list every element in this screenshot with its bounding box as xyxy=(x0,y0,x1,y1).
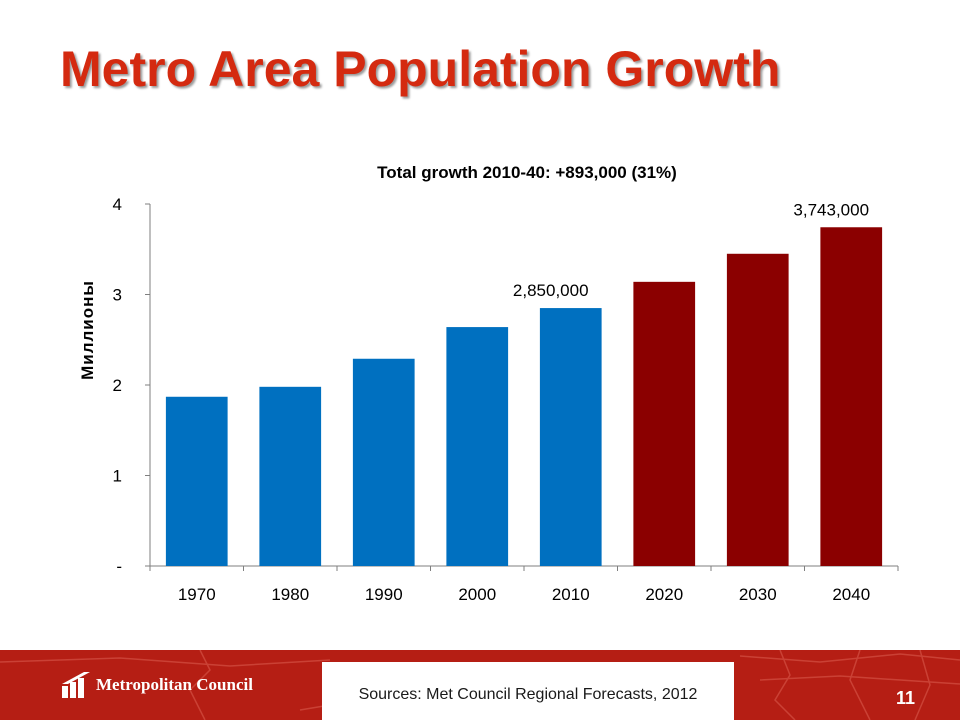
y-tick-label: 1 xyxy=(113,467,122,486)
bar-1980 xyxy=(259,386,322,566)
x-tick-label: 2010 xyxy=(552,585,590,604)
plot-area: - 1 2 3 4 1970 1980 1990 2000 2010 2020 2030 2040 2,8… xyxy=(113,195,899,604)
x-tick-label: 2000 xyxy=(458,585,496,604)
metropolitan-council-logo[interactable]: Metropolitan Council xyxy=(62,672,253,698)
population-bar-chart: Total growth 2010-40: +893,000 (31%) Мил… xyxy=(78,163,899,604)
x-tick-label: 2040 xyxy=(832,585,870,604)
y-tick-label: - xyxy=(116,557,122,576)
y-tick-label: 2 xyxy=(113,376,122,395)
x-tick-label: 1970 xyxy=(178,585,216,604)
bar-1990 xyxy=(352,358,415,566)
bar-1970 xyxy=(165,396,228,566)
y-axis-label: Миллионы xyxy=(78,280,97,380)
bar-2030 xyxy=(726,253,789,566)
bar-2020 xyxy=(633,281,696,566)
footer-map-pattern xyxy=(0,650,960,720)
y-tick-label: 3 xyxy=(113,286,122,305)
x-tick-label: 1980 xyxy=(271,585,309,604)
source-text: Sources: Met Council Regional Forecasts,… xyxy=(358,686,698,703)
bar-2010 xyxy=(539,308,602,566)
data-label: 2,850,000 xyxy=(513,281,589,300)
y-tick-label: 4 xyxy=(113,195,122,214)
logo-mark-icon xyxy=(62,672,90,698)
logo-text: Metropolitan Council xyxy=(96,675,253,694)
x-tick-label: 2020 xyxy=(645,585,683,604)
bar-2040 xyxy=(820,227,883,567)
x-tick-label: 2030 xyxy=(739,585,777,604)
chart-title: Total growth 2010-40: +893,000 (31%) xyxy=(377,163,677,182)
slide-title: Metro Area Population Growth xyxy=(60,41,781,97)
footer-band: Sources: Met Council Regional Forecasts,… xyxy=(0,650,960,720)
bar-2000 xyxy=(446,327,509,566)
x-tick-label: 1990 xyxy=(365,585,403,604)
page-number: 11 xyxy=(896,688,916,708)
data-label: 3,743,000 xyxy=(793,200,869,219)
source-box: Sources: Met Council Regional Forecasts,… xyxy=(322,662,734,720)
